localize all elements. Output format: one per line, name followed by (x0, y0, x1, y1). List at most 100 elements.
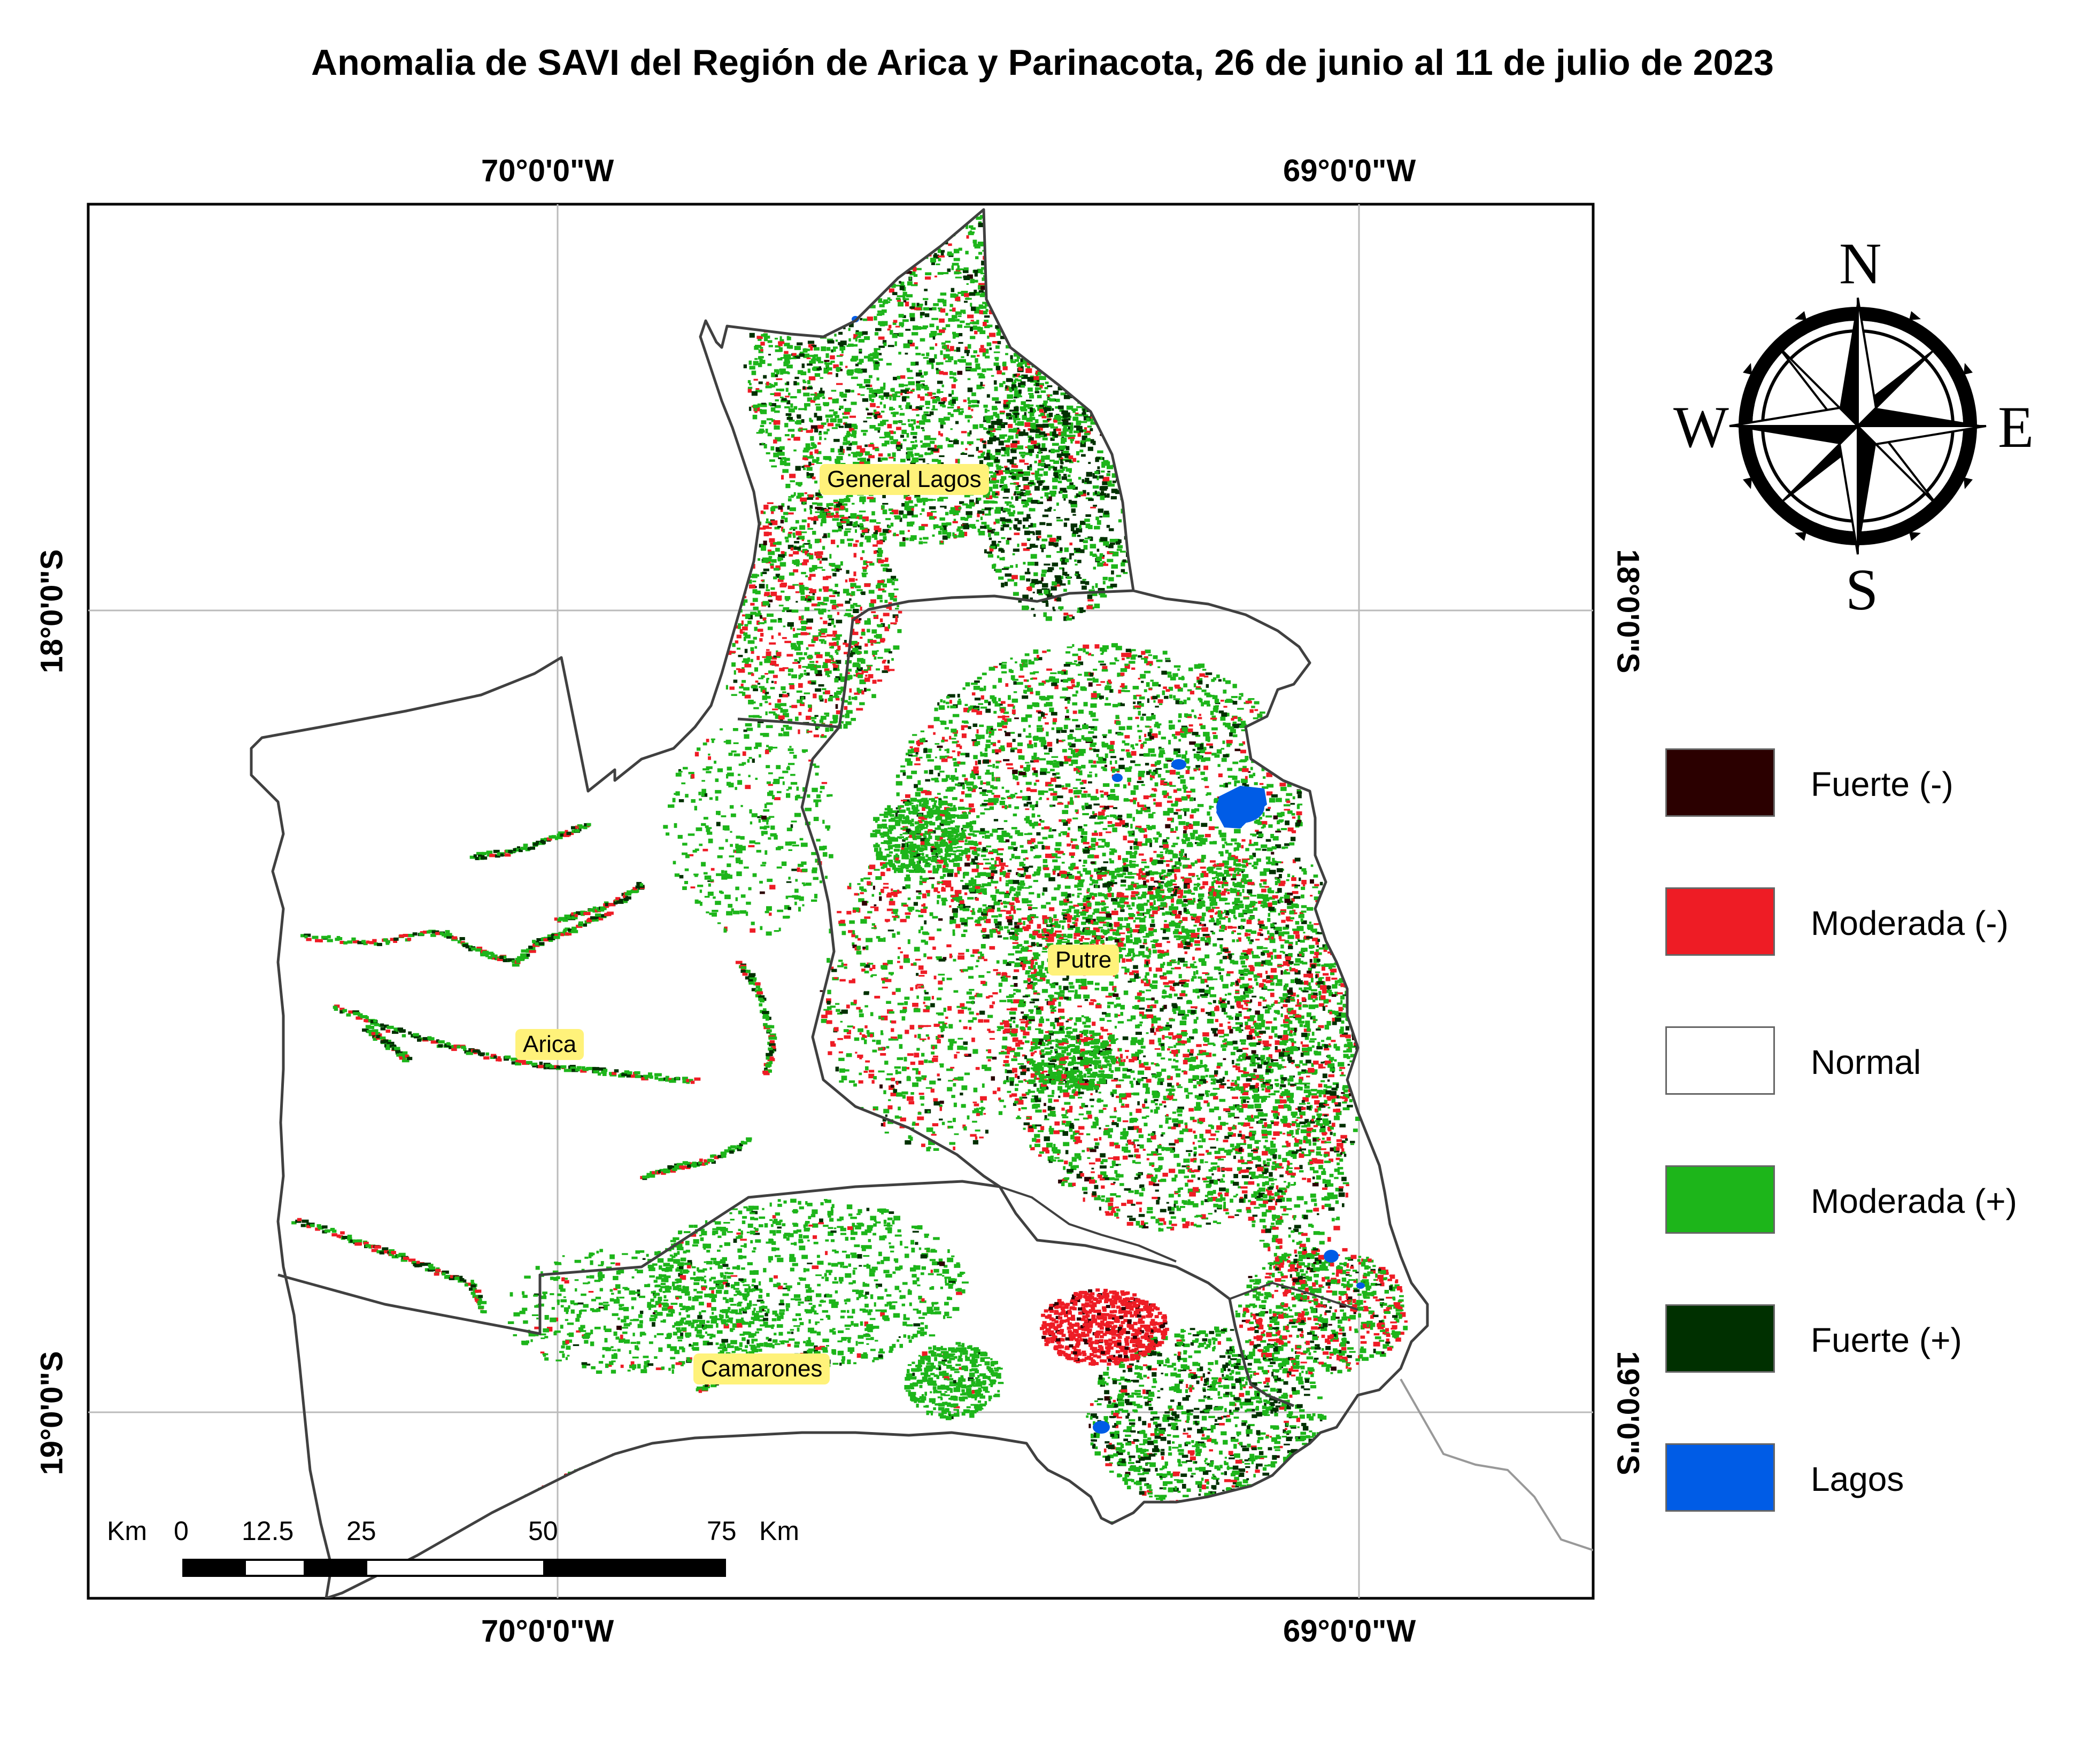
anomaly-pixel (897, 629, 901, 633)
anomaly-pixel (882, 503, 888, 505)
anomaly-pixel (905, 353, 908, 355)
anomaly-pixel (995, 359, 999, 361)
anomaly-pixel (1239, 693, 1241, 695)
anomaly-pixel (802, 363, 805, 368)
anomaly-pixel (763, 333, 768, 337)
anomaly-pixel (1042, 515, 1048, 517)
anomaly-pixel (995, 345, 1000, 349)
anomaly-pixel (1055, 599, 1060, 600)
anomaly-pixel (877, 377, 879, 381)
anomaly-pixel (753, 405, 758, 408)
anomaly-pixel (988, 533, 991, 537)
anomaly-pixel (1117, 549, 1122, 551)
anomaly-pixel (992, 764, 995, 768)
anomaly-pixel (797, 629, 802, 630)
anomaly-pixel (806, 716, 811, 720)
anomaly-pixel (984, 315, 990, 318)
anomaly-pixel (940, 422, 946, 425)
anomaly-pixel (970, 368, 977, 372)
anomaly-pixel (949, 510, 956, 514)
anomaly-pixel (872, 354, 878, 359)
anomaly-pixel (1010, 462, 1014, 465)
anomaly-pixel (1144, 671, 1150, 674)
anomaly-pixel (796, 652, 802, 655)
anomaly-pixel (962, 504, 968, 506)
anomaly-pixel (1042, 651, 1047, 653)
anomaly-pixel (1072, 616, 1075, 620)
anomaly-pixel (1064, 518, 1070, 521)
anomaly-pixel (1014, 390, 1018, 395)
anomaly-pixel (810, 436, 814, 441)
anomaly-pixel (843, 589, 849, 594)
anomaly-pixel (1017, 528, 1021, 531)
anomaly-pixel (834, 334, 836, 336)
anomaly-pixel (774, 681, 777, 684)
anomaly-pixel (1036, 454, 1039, 459)
anomaly-pixel (1000, 479, 1004, 484)
anomaly-pixel (1047, 419, 1051, 420)
anomaly-pixel (1037, 589, 1042, 594)
anomaly-pixel (737, 648, 740, 650)
anomaly-pixel (1052, 581, 1057, 585)
anomaly-pixel (801, 596, 805, 601)
anomaly-pixel (953, 334, 956, 339)
anomaly-pixel (1040, 376, 1046, 380)
anomaly-pixel (1048, 467, 1051, 471)
anomaly-pixel (859, 702, 864, 706)
anomaly-pixel (853, 603, 858, 606)
anomaly-pixel (829, 646, 832, 648)
anomaly-pixel (936, 264, 940, 265)
anomaly-pixel (906, 294, 913, 297)
anomaly-pixel (1249, 709, 1254, 713)
anomaly-pixel (1005, 501, 1010, 504)
anomaly-pixel (956, 268, 963, 270)
anomaly-pixel (867, 413, 872, 415)
anomaly-pixel (837, 641, 839, 646)
anomaly-pixel (1124, 690, 1130, 692)
anomaly-pixel (1080, 581, 1085, 584)
anomaly-pixel (973, 724, 978, 728)
anomaly-pixel (1107, 525, 1110, 528)
anomaly-pixel (1040, 413, 1045, 415)
anomaly-pixel (802, 520, 807, 523)
anomaly-pixel (764, 532, 769, 537)
anomaly-pixel (1008, 424, 1013, 428)
anomaly-pixel (738, 655, 743, 657)
anomaly-pixel (814, 429, 818, 433)
anomaly-pixel (766, 584, 768, 589)
anomaly-pixel (1070, 435, 1076, 437)
anomaly-pixel (769, 345, 773, 347)
anomaly-pixel (940, 506, 945, 507)
anomaly-pixel (806, 447, 813, 449)
anomaly-pixel (848, 328, 851, 331)
anomaly-pixel (861, 632, 866, 636)
anomaly-pixel (976, 520, 979, 522)
anomaly-pixel (966, 362, 972, 366)
anomaly-pixel (753, 688, 758, 691)
anomaly-pixel (773, 675, 778, 678)
anomaly-pixel (971, 409, 973, 412)
anomaly-pixel (984, 428, 987, 430)
anomaly-pixel (930, 347, 935, 350)
anomaly-pixel (870, 599, 876, 604)
anomaly-pixel (794, 377, 799, 379)
anomaly-pixel (844, 412, 850, 415)
anomaly-pixel (1102, 561, 1105, 563)
anomaly-pixel (804, 670, 806, 672)
anomaly-pixel (978, 252, 982, 254)
anomaly-pixel (769, 459, 775, 462)
anomaly-pixel (782, 469, 789, 473)
anomaly-pixel (947, 268, 951, 272)
anomaly-pixel (832, 715, 838, 719)
anomaly-pixel (1047, 570, 1052, 572)
anomaly-pixel (1082, 586, 1087, 590)
anomaly-pixel (822, 688, 826, 690)
anomaly-pixel (894, 515, 900, 520)
anomaly-pixel (829, 618, 834, 620)
anomaly-pixel (817, 551, 823, 555)
anomaly-pixel (991, 475, 997, 478)
anomaly-pixel (768, 551, 775, 555)
anomaly-pixel (1071, 508, 1076, 513)
anomaly-pixel (977, 327, 983, 332)
anomaly-pixel (921, 327, 927, 329)
